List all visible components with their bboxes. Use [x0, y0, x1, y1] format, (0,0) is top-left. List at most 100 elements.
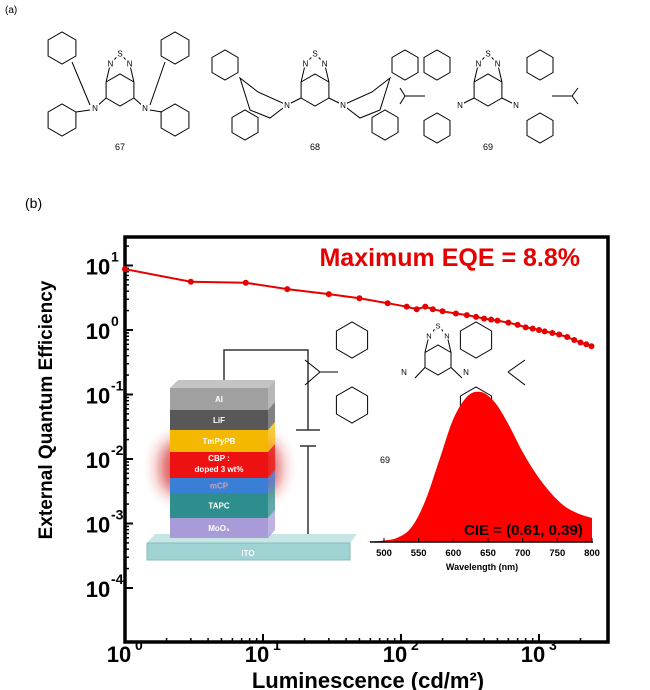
methyl: [507, 359, 526, 373]
layer-moo3: [170, 518, 268, 538]
layer-mcp: [170, 478, 268, 493]
methyl: [304, 359, 321, 373]
eqe-data-point: [583, 341, 590, 348]
eqe-data-point: [536, 327, 542, 333]
el-spectrum-area: [366, 391, 592, 542]
atom-bg: [456, 100, 464, 109]
eqe-data-point: [356, 295, 363, 302]
bond: [71, 61, 91, 106]
molecule-67: N NSN N: [47, 31, 190, 137]
y-tick-label-5: 10: [86, 577, 110, 602]
layer-tmpypb: [170, 430, 268, 452]
atom-bg: [443, 330, 451, 340]
phenyl-ring: [47, 103, 77, 137]
y-tick-exponent-0: 1: [111, 249, 119, 265]
atom-bg: [512, 100, 520, 109]
eqe-data-point: [529, 325, 536, 332]
acridine-ring: [335, 321, 369, 359]
phenyl-ring: [47, 31, 77, 65]
y-tick-label-3: 10: [86, 448, 110, 473]
eqe-data-point: [122, 266, 128, 273]
eqe-data-point: [429, 306, 436, 313]
bond: [414, 367, 426, 379]
layer-label-cbp: doped 3 wt%: [195, 465, 244, 474]
atom-label: N: [303, 60, 309, 69]
atom-label: N: [322, 60, 328, 69]
atom-bg: [301, 58, 310, 68]
atom-label: N: [284, 101, 290, 110]
layer-label-tmpypb: TmPyPB: [203, 437, 236, 446]
eqe-data-point: [473, 313, 480, 320]
methyl: [304, 371, 321, 386]
methyl: [571, 87, 579, 97]
atom-bg: [311, 48, 319, 58]
layer-al: [170, 388, 268, 410]
atom-label: S: [485, 50, 490, 59]
acridine-ring: [526, 49, 554, 81]
y-axis-label: External Quantum Efficiency: [36, 280, 57, 539]
molecule-structures: N NSN NN NSN NN NSN N: [47, 31, 579, 144]
inset-x-tick-label-2: 600: [445, 548, 461, 559]
atom-label: N: [444, 332, 449, 341]
eqe-data-point: [494, 317, 501, 324]
eqe-data-point: [481, 315, 488, 322]
atom-bg: [125, 58, 134, 68]
acridine-ring: [423, 49, 451, 81]
layer-tapc: [170, 493, 268, 518]
eqe-data-point: [564, 333, 571, 340]
y-tick-label-0: 10: [86, 255, 110, 280]
atom-bg: [425, 330, 433, 340]
carbazole-ring: [391, 49, 419, 81]
eqe-data-point: [463, 312, 470, 319]
layer-tapc-side: [268, 485, 275, 518]
eqe-data-point: [452, 310, 459, 317]
eqe-plot: 10 0 10 1 10 2 10 310 110 010 -110 -210 -310 -4: [86, 235, 610, 667]
atom-label: N: [127, 60, 133, 69]
bond: [75, 109, 91, 113]
panel-label-a: (a): [5, 5, 17, 16]
atom-label: S: [117, 50, 122, 59]
eqe-data-point: [439, 308, 446, 315]
atom-bg: [116, 48, 124, 58]
atom-label: N: [108, 60, 114, 69]
layer-label-ito: ITO: [241, 549, 254, 558]
methyl: [507, 371, 526, 386]
y-tick-label-1: 10: [86, 319, 110, 344]
atom-label: N: [463, 368, 469, 377]
layer-label-lif: LiF: [213, 416, 225, 425]
eqe-data-point: [505, 319, 512, 326]
eqe-data-point: [413, 306, 420, 313]
eqe-data-point: [488, 316, 495, 323]
bond: [149, 61, 166, 106]
atom-bg: [339, 100, 347, 109]
stack-top-face: [170, 380, 275, 388]
methyl: [399, 87, 406, 97]
eqe-data-point: [549, 329, 556, 336]
eqe-data-point: [577, 339, 584, 346]
atom-label: N: [457, 101, 463, 110]
device-stack: ITO Al LiF TmPyPB CBP : doped 3 wt% mCP TAPC MoO…: [146, 349, 357, 561]
atom-bg: [91, 103, 99, 112]
atom-bg: [434, 320, 442, 330]
x-tick-exponent-3: 3: [549, 637, 557, 653]
molecule-69: N NSN N: [399, 48, 579, 144]
layer-label-cbp: CBP :: [208, 454, 230, 463]
x-tick-label-2: 10: [383, 642, 407, 667]
layer-cbp-side: [268, 444, 275, 478]
atom-bg: [141, 103, 149, 112]
carbazole-ring: [231, 109, 259, 141]
eqe-series-line: [124, 268, 592, 348]
pyrrole-ring: [239, 76, 288, 119]
bond: [149, 109, 163, 113]
inset-x-tick-label-4: 700: [515, 548, 531, 559]
methyl: [571, 95, 579, 105]
atom-bg: [484, 48, 492, 58]
y-tick-label-4: 10: [86, 513, 110, 538]
benzothiadiazole-ring: [473, 73, 503, 107]
atom-bg: [400, 367, 408, 376]
atom-label: N: [495, 60, 501, 69]
layer-label-tapc: TAPC: [208, 502, 229, 511]
atom-bg: [106, 58, 115, 68]
x-axis-label: Luminescence (cd/m²): [252, 668, 484, 690]
